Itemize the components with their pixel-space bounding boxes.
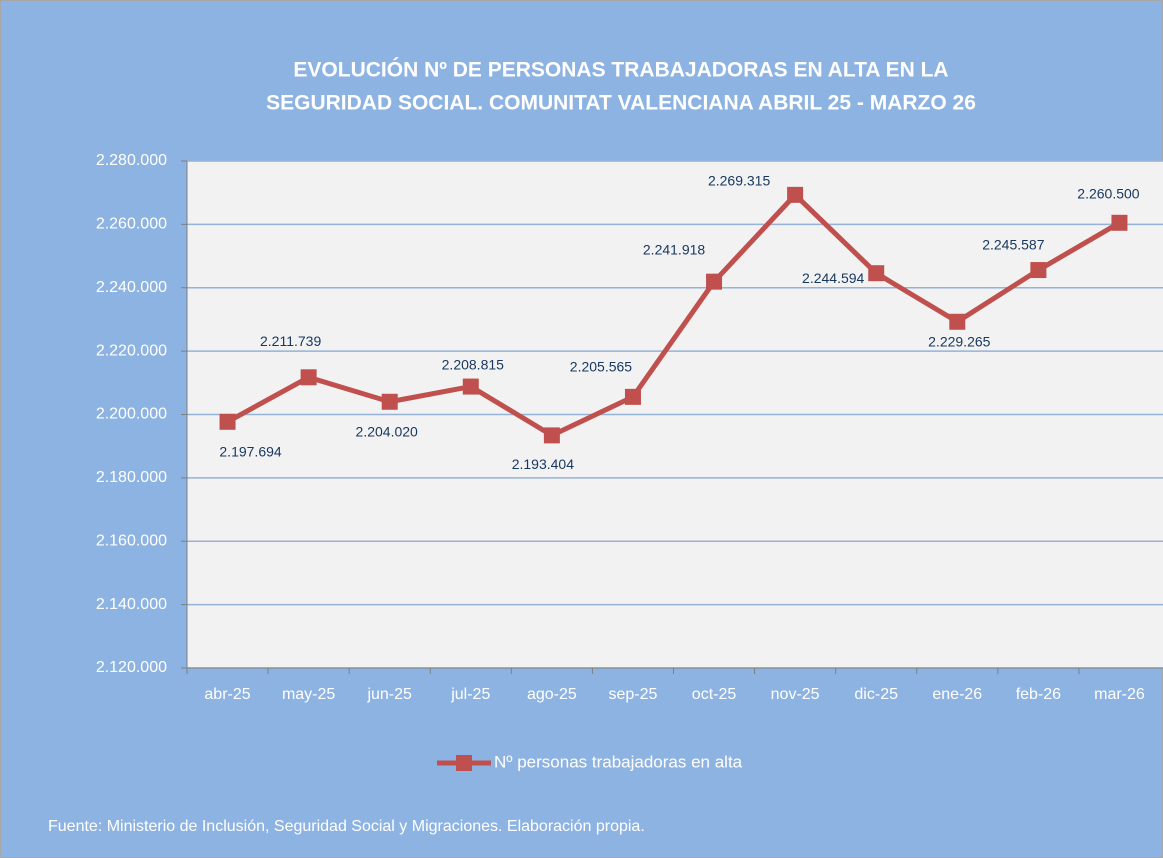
x-tick-label: feb-26: [1016, 686, 1061, 703]
x-tick-label: sep-25: [608, 686, 657, 703]
y-tick-label: 2.260.000: [96, 216, 167, 233]
y-tick-label: 2.180.000: [96, 469, 167, 486]
data-point: [219, 413, 236, 430]
chart-title: SEGURIDAD SOCIAL. COMUNITAT VALENCIANA A…: [266, 92, 976, 115]
data-point: [1030, 262, 1047, 279]
data-point: [624, 388, 641, 405]
data-point: [868, 265, 885, 282]
series-line: [226, 192, 1121, 438]
data-point: [300, 369, 317, 386]
data-point: [787, 186, 804, 203]
y-tick-label: 2.200.000: [96, 406, 167, 423]
legend-label: Nº personas trabajadoras en alta: [494, 752, 743, 771]
y-tick-label: 2.220.000: [96, 342, 167, 359]
data-label: 2.241.918: [643, 241, 705, 257]
y-tick-label: 2.160.000: [96, 532, 167, 549]
data-label: 2.205.565: [570, 359, 632, 375]
y-tick-label: 2.240.000: [96, 279, 167, 296]
data-label: 2.260.500: [1077, 185, 1139, 201]
data-label: 2.269.315: [708, 173, 770, 189]
source-note: Fuente: Ministerio de Inclusión, Segurid…: [48, 818, 645, 835]
data-label: 2.211.739: [260, 333, 321, 349]
y-tick-label: 2.140.000: [96, 596, 167, 613]
y-tick-label: 2.120.000: [96, 659, 167, 676]
data-point: [381, 393, 398, 410]
x-tick-label: oct-25: [692, 686, 737, 703]
legend-marker: [456, 755, 472, 771]
y-tick-label: 2.280.000: [96, 152, 167, 169]
x-tick-label: ene-26: [932, 686, 982, 703]
chart-title: EVOLUCIÓN Nº DE PERSONAS TRABAJADORAS EN…: [293, 58, 948, 82]
data-point: [1111, 214, 1128, 231]
data-label: 2.208.815: [442, 356, 504, 372]
x-tick-label: jun-25: [366, 686, 412, 703]
x-tick-label: jul-25: [450, 686, 490, 703]
x-tick-label: may-25: [282, 686, 335, 703]
data-point: [543, 427, 560, 444]
data-point: [462, 378, 479, 395]
x-tick-label: ago-25: [527, 686, 577, 703]
data-point: [706, 273, 723, 290]
data-label: 2.204.020: [356, 423, 418, 439]
x-tick-label: nov-25: [771, 686, 820, 703]
data-label: 2.193.404: [512, 456, 574, 472]
x-tick-label: mar-26: [1094, 686, 1145, 703]
data-point: [949, 313, 966, 330]
data-label: 2.245.587: [982, 237, 1044, 253]
x-tick-label: abr-25: [204, 686, 250, 703]
data-label: 2.197.694: [219, 444, 281, 460]
data-label: 2.244.594: [802, 270, 864, 286]
x-tick-label: dic-25: [854, 686, 898, 703]
data-label: 2.229.265: [928, 333, 990, 349]
